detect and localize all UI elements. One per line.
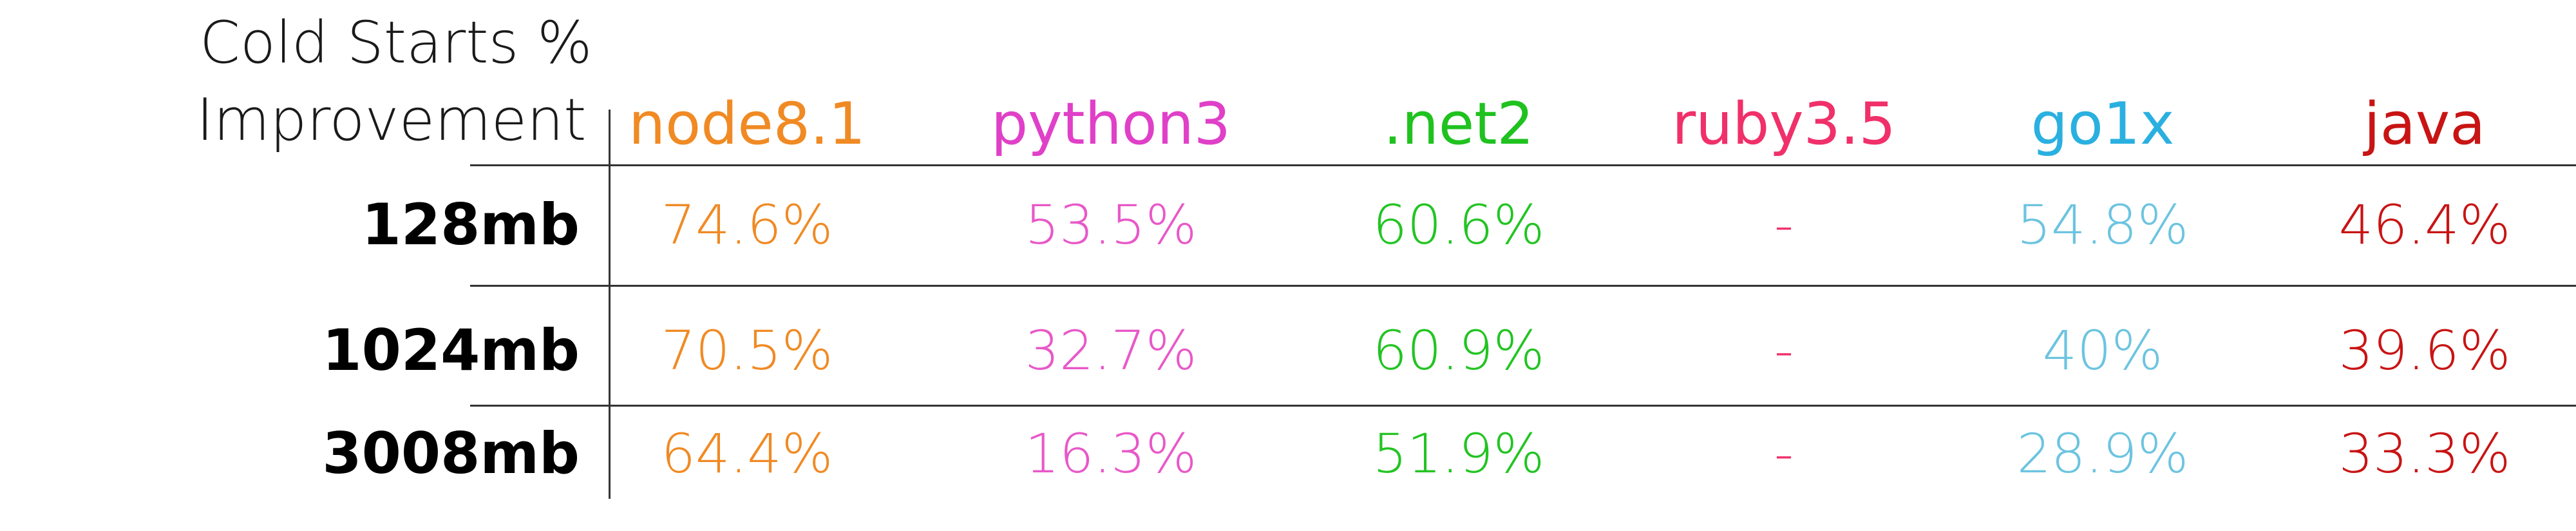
table-cell-r0-c2: 60.6% (1372, 193, 1545, 256)
table-title-line-2: Improvement (196, 86, 587, 154)
column-header-0: node8.1 (629, 90, 866, 158)
row-label-1: 1024mb (322, 317, 580, 383)
column-header-1: python3 (990, 90, 1231, 158)
row-divider-line-1 (470, 285, 2576, 287)
table-title-line-1: Cold Starts % (200, 9, 592, 77)
table-cell-r0-c1: 53.5% (1025, 193, 1197, 256)
table-cell-r2-c2: 51.9% (1372, 422, 1545, 485)
table-cell-r1-c2: 60.9% (1372, 319, 1545, 382)
table-cell-r2-c4: 28.9% (2016, 422, 2189, 485)
table-cell-r1-c0: 70.5% (661, 319, 833, 382)
column-header-2: .net2 (1383, 90, 1534, 158)
table-cell-r0-c3: - (1774, 193, 1794, 256)
table-cell-r0-c4: 54.8% (2016, 193, 2189, 256)
vertical-divider-line (609, 110, 611, 499)
table-cell-r2-c5: 33.3% (2338, 422, 2511, 485)
table-cell-r1-c3: - (1774, 319, 1794, 382)
row-label-2: 3008mb (322, 420, 580, 487)
table-cell-r2-c1: 16.3% (1025, 422, 1197, 485)
table-cell-r1-c4: 40% (2042, 319, 2163, 382)
column-header-3: ruby3.5 (1672, 90, 1896, 158)
table-cell-r2-c0: 64.4% (661, 422, 833, 485)
row-divider-line-2 (470, 405, 2576, 407)
table-cell-r1-c5: 39.6% (2338, 319, 2511, 382)
table-cell-r0-c5: 46.4% (2338, 193, 2511, 256)
column-header-4: go1x (2031, 90, 2175, 158)
table-cell-r0-c0: 74.6% (661, 193, 833, 256)
table-cell-r1-c1: 32.7% (1025, 319, 1197, 382)
header-divider-line (470, 164, 2576, 166)
row-label-0: 128mb (361, 191, 580, 258)
table-cell-r2-c3: - (1774, 422, 1794, 485)
column-header-5: java (2363, 90, 2486, 158)
